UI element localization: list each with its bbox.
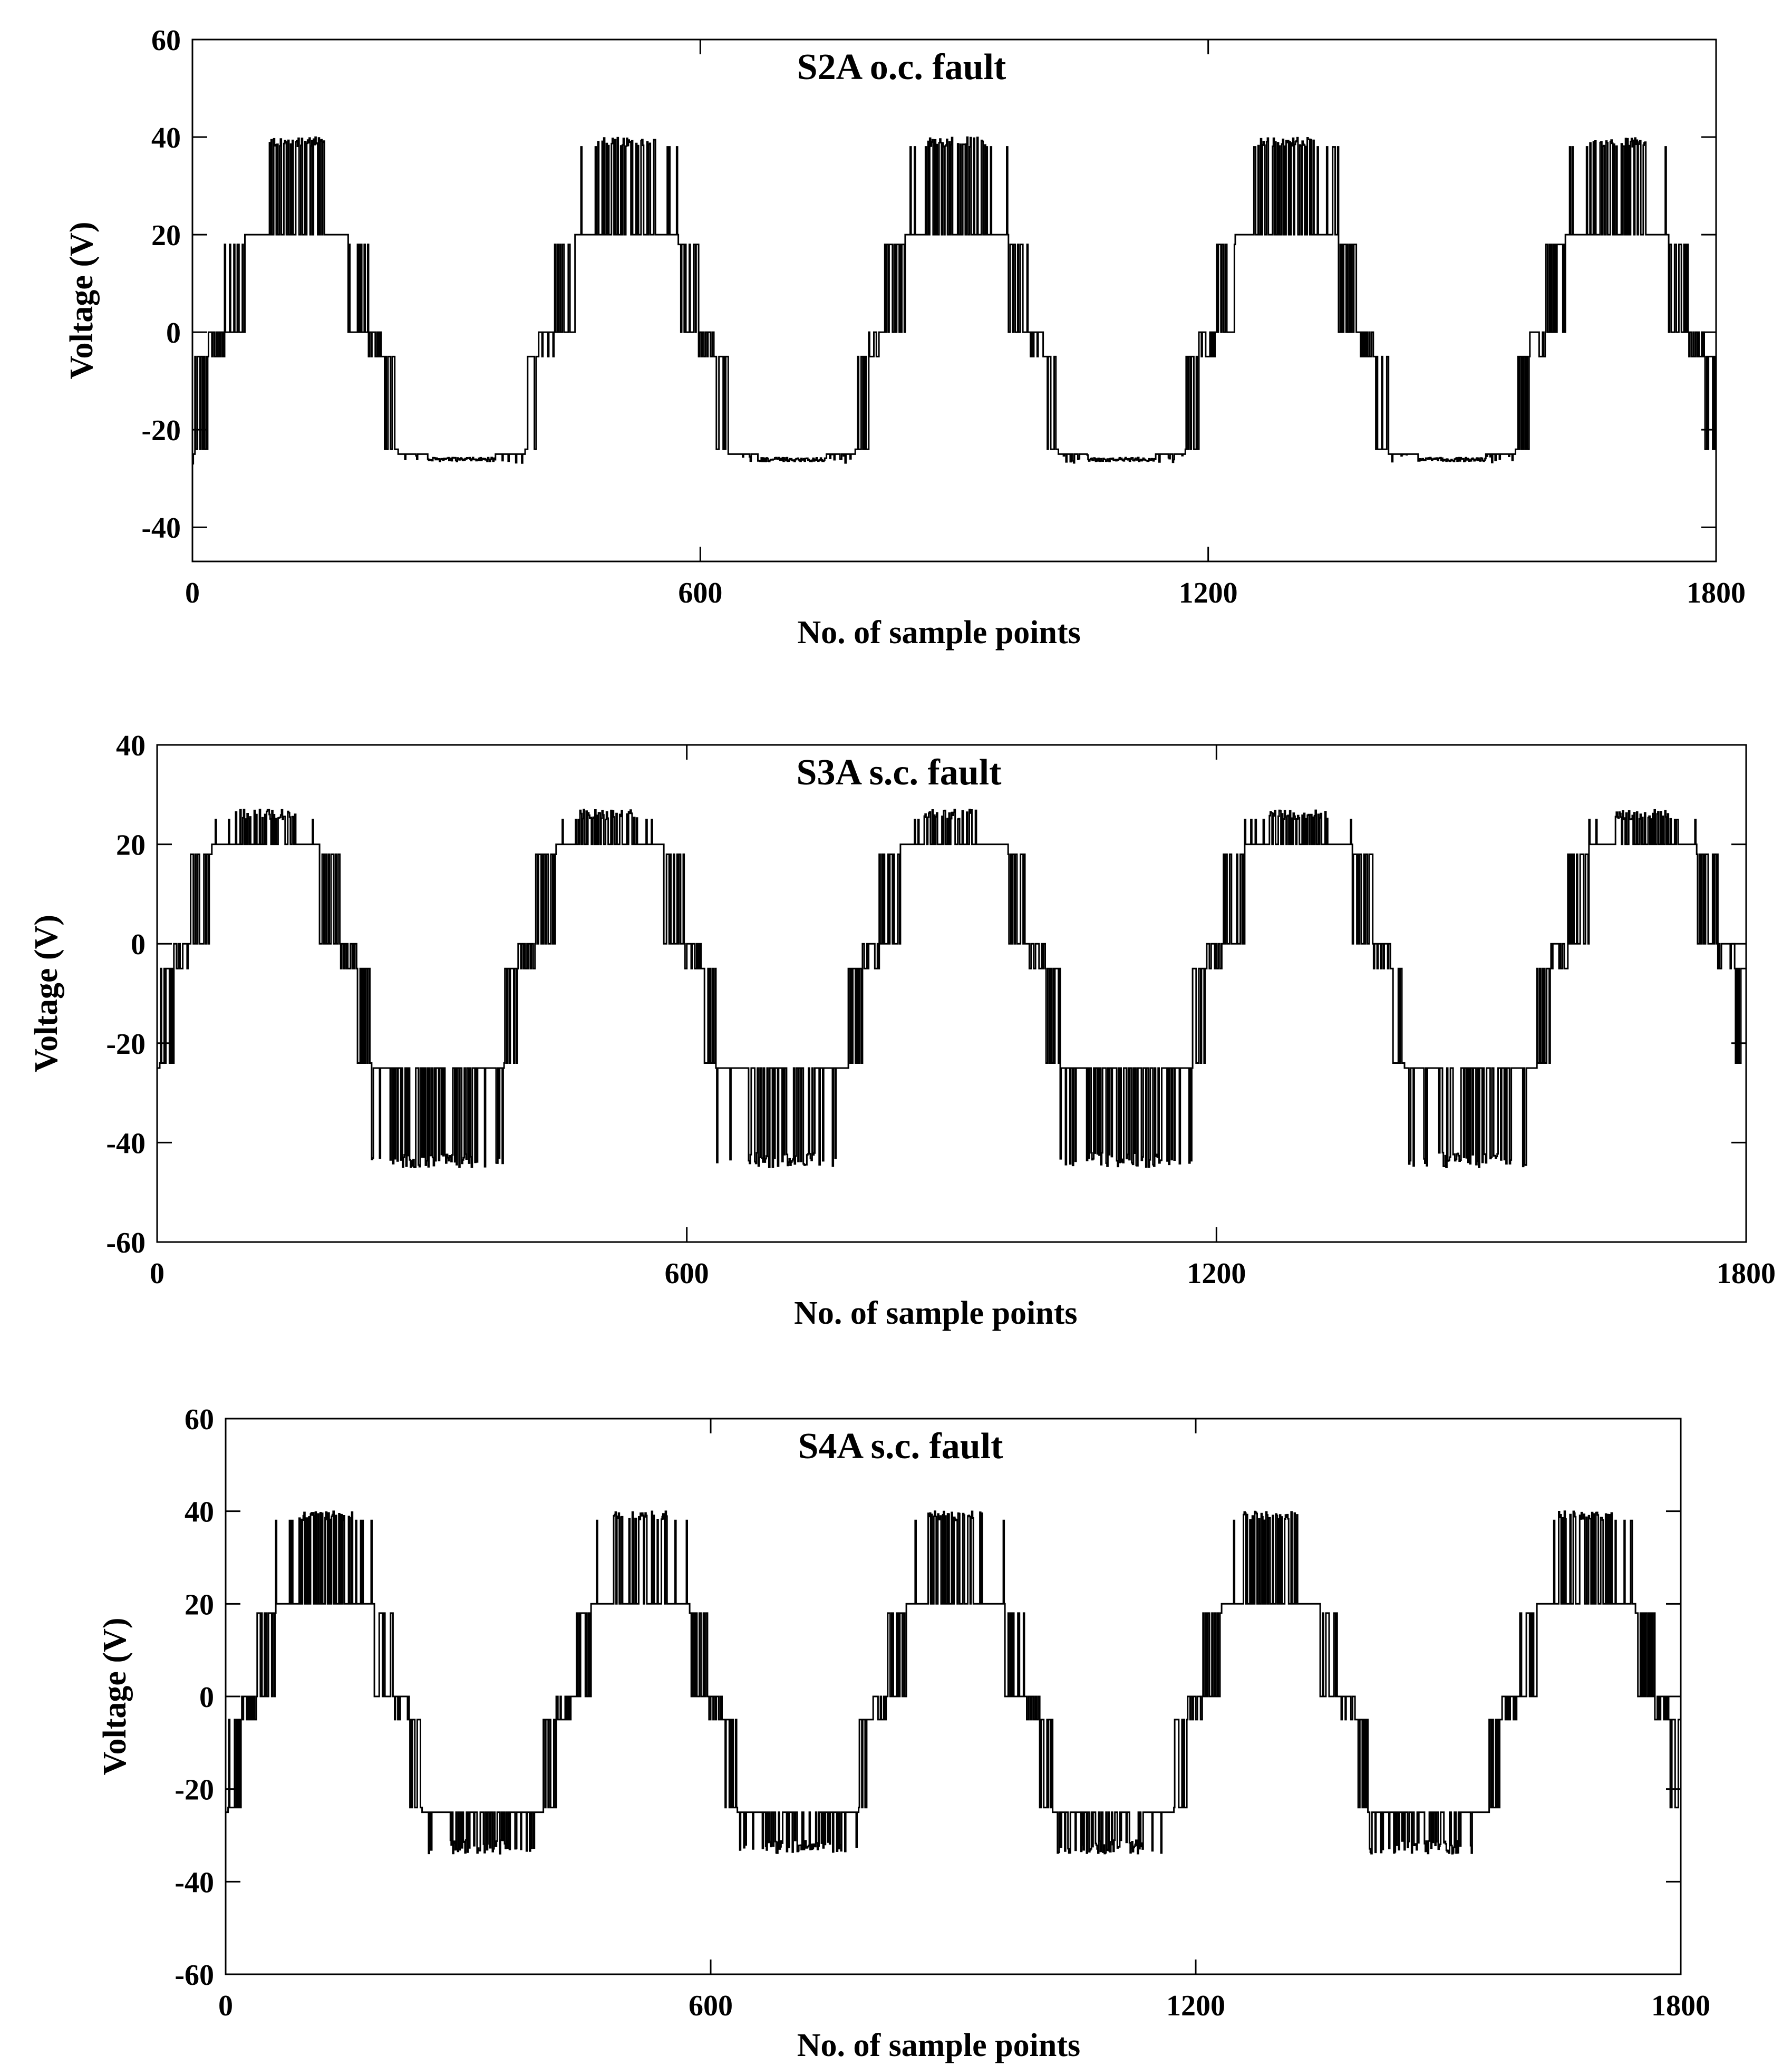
y-tick-label: -20 bbox=[141, 414, 181, 447]
y-tick-label: 60 bbox=[185, 1403, 214, 1436]
y-axis-label: Voltage (V) bbox=[28, 915, 64, 1072]
chart-panel-s4a: 0 600 1200 1800 -60 -40 -20 0 20 40 60 S4A s.c. f… bbox=[97, 1403, 1710, 2063]
plot-frame bbox=[156, 744, 1747, 1243]
x-tick-label: 0 bbox=[185, 577, 200, 609]
y-tick-labels: -60 -40 -20 0 20 40 60 bbox=[175, 1403, 214, 1992]
y-tick-label: 20 bbox=[151, 219, 181, 252]
y-tick-label: -60 bbox=[175, 1959, 214, 1992]
y-tick-label: 20 bbox=[116, 829, 146, 862]
x-tick-labels: 0 600 1200 1800 bbox=[150, 1257, 1776, 1290]
x-tick-label: 1200 bbox=[1187, 1257, 1246, 1290]
chart-title: S2A o.c. fault bbox=[797, 47, 1006, 88]
y-tick-label: 0 bbox=[131, 928, 146, 961]
y-tick-label: 0 bbox=[166, 317, 181, 350]
y-tick-labels: -40 -20 0 20 40 60 bbox=[141, 24, 181, 545]
y-tick-label: 40 bbox=[151, 122, 181, 154]
x-tick-label: 1800 bbox=[1717, 1257, 1776, 1290]
x-tick-label: 0 bbox=[218, 1990, 233, 2022]
x-axis-label: No. of sample points bbox=[797, 615, 1080, 651]
y-tick-label: -40 bbox=[106, 1127, 146, 1160]
x-tick-label: 1800 bbox=[1687, 577, 1746, 609]
x-axis-label: No. of sample points bbox=[797, 2028, 1080, 2063]
x-tick-label: 600 bbox=[678, 577, 722, 609]
chart-panel-s3a: 0 600 1200 1800 -60 -40 -20 0 20 40 S3A s.c. fau… bbox=[28, 730, 1776, 1331]
y-tick-label: -40 bbox=[141, 512, 181, 545]
y-tick-label: -20 bbox=[175, 1774, 214, 1807]
y-axis-label: Voltage (V) bbox=[64, 221, 100, 379]
x-tick-label: 1200 bbox=[1179, 577, 1238, 609]
tick-marks bbox=[191, 38, 1717, 561]
x-axis-label: No. of sample points bbox=[794, 1295, 1077, 1331]
x-tick-label: 600 bbox=[665, 1257, 709, 1290]
y-tick-label: -60 bbox=[106, 1227, 146, 1259]
voltage-trace bbox=[226, 1510, 1682, 1855]
y-tick-label: -40 bbox=[175, 1866, 214, 1899]
y-tick-label: 40 bbox=[116, 730, 146, 762]
chart-title: S4A s.c. fault bbox=[798, 1426, 1003, 1467]
voltage-trace bbox=[157, 809, 1747, 1168]
x-tick-label: 1800 bbox=[1651, 1990, 1710, 2022]
x-tick-label: 1200 bbox=[1166, 1990, 1225, 2022]
tick-marks bbox=[225, 1418, 1682, 1975]
y-tick-labels: -60 -40 -20 0 20 40 bbox=[106, 730, 146, 1259]
x-tick-labels: 0 600 1200 1800 bbox=[185, 577, 1746, 609]
chart-title: S3A s.c. fault bbox=[797, 752, 1002, 793]
x-tick-label: 600 bbox=[689, 1990, 733, 2022]
x-tick-labels: 0 600 1200 1800 bbox=[218, 1990, 1710, 2022]
y-axis-label: Voltage (V) bbox=[97, 1617, 133, 1775]
chart-panel-s2a: 0 600 1200 1800 -40 -20 0 20 40 60 S2A o.c. faul… bbox=[64, 24, 1746, 651]
plot-frame bbox=[191, 38, 1717, 562]
voltage-trace bbox=[192, 136, 1717, 465]
y-tick-label: -20 bbox=[106, 1028, 146, 1061]
y-tick-label: 20 bbox=[185, 1588, 214, 1621]
y-tick-label: 40 bbox=[185, 1496, 214, 1529]
y-tick-label: 0 bbox=[199, 1681, 214, 1714]
x-tick-label: 0 bbox=[150, 1257, 164, 1290]
y-tick-label: 60 bbox=[151, 24, 181, 57]
